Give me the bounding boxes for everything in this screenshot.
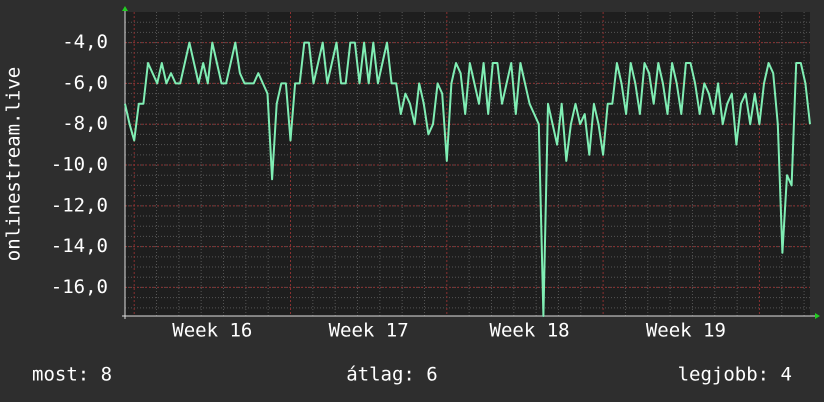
y-tick-label: -10,0 xyxy=(51,154,108,176)
stat-average: átlag: 6 xyxy=(346,364,438,386)
x-tick-label: Week 18 xyxy=(490,320,570,342)
series-line xyxy=(124,41,811,317)
stat-max: legjobb: 4 xyxy=(678,364,792,386)
x-tick-label: Week 17 xyxy=(329,320,409,342)
y-axis-label: onlinestream.live xyxy=(3,67,25,261)
y-tick-label: -8,0 xyxy=(62,113,108,135)
x-tick-label: Week 16 xyxy=(172,320,252,342)
stat-current: most: 8 xyxy=(32,364,112,386)
y-tick-label: -14,0 xyxy=(51,235,108,257)
y-tick-label: -12,0 xyxy=(51,194,108,216)
x-tick-label: Week 19 xyxy=(646,320,726,342)
y-tick-label: -16,0 xyxy=(51,276,108,298)
x-arrow xyxy=(815,313,820,319)
y-tick-label: -6,0 xyxy=(62,72,108,94)
y-arrow xyxy=(122,6,128,11)
y-tick-label: -4,0 xyxy=(62,31,108,53)
plot-area xyxy=(125,12,810,316)
